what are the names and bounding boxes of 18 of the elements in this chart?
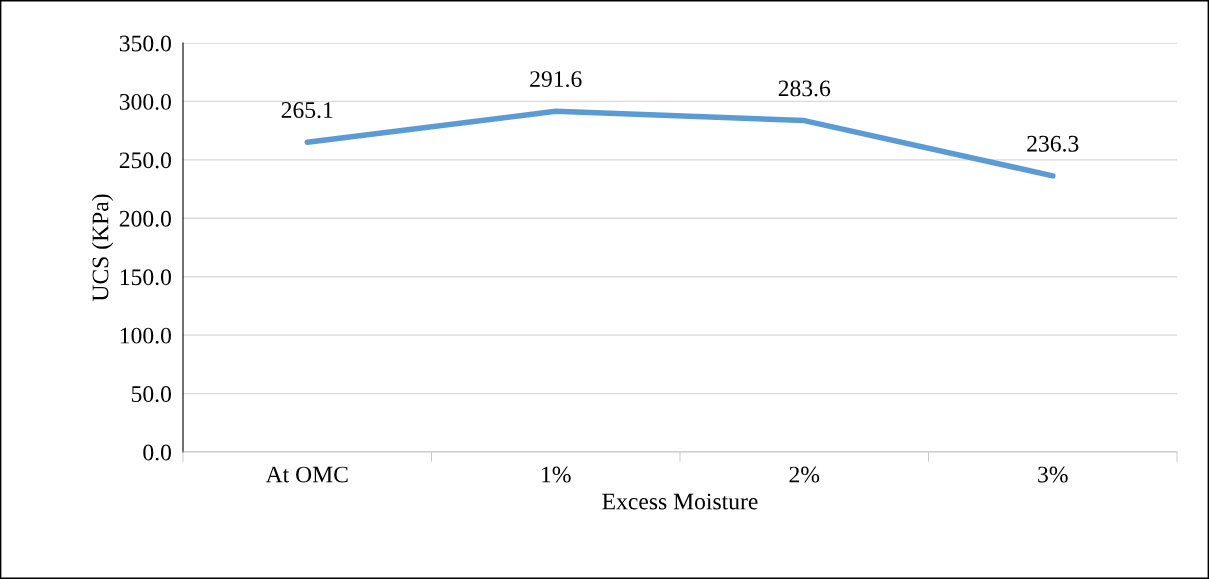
- y-tick-label: 250.0: [119, 152, 171, 169]
- y-tick-label: 100.0: [120, 327, 171, 344]
- data-label: 283.6: [778, 80, 831, 97]
- x-tick-label: At OMC: [265, 466, 348, 483]
- y-tick-label: 200.0: [119, 210, 171, 227]
- y-tick-label: 50.0: [131, 386, 171, 403]
- y-axis-title: UCS (KPa): [91, 194, 114, 302]
- y-tick-label: 350.0: [119, 35, 171, 52]
- x-tick-label: 1%: [542, 466, 571, 483]
- x-tick-label: 2%: [789, 466, 820, 483]
- y-tick-label: 150.0: [120, 269, 171, 286]
- x-axis-title: Excess Moisture: [602, 493, 758, 510]
- data-label: 236.3: [1027, 135, 1079, 152]
- y-tick-label: 0.0: [143, 444, 171, 461]
- y-tick-label: 300.0: [119, 93, 171, 110]
- data-label: 291.6: [530, 71, 582, 88]
- x-tick-label: 3%: [1038, 466, 1068, 483]
- data-label: 265.1: [281, 102, 333, 119]
